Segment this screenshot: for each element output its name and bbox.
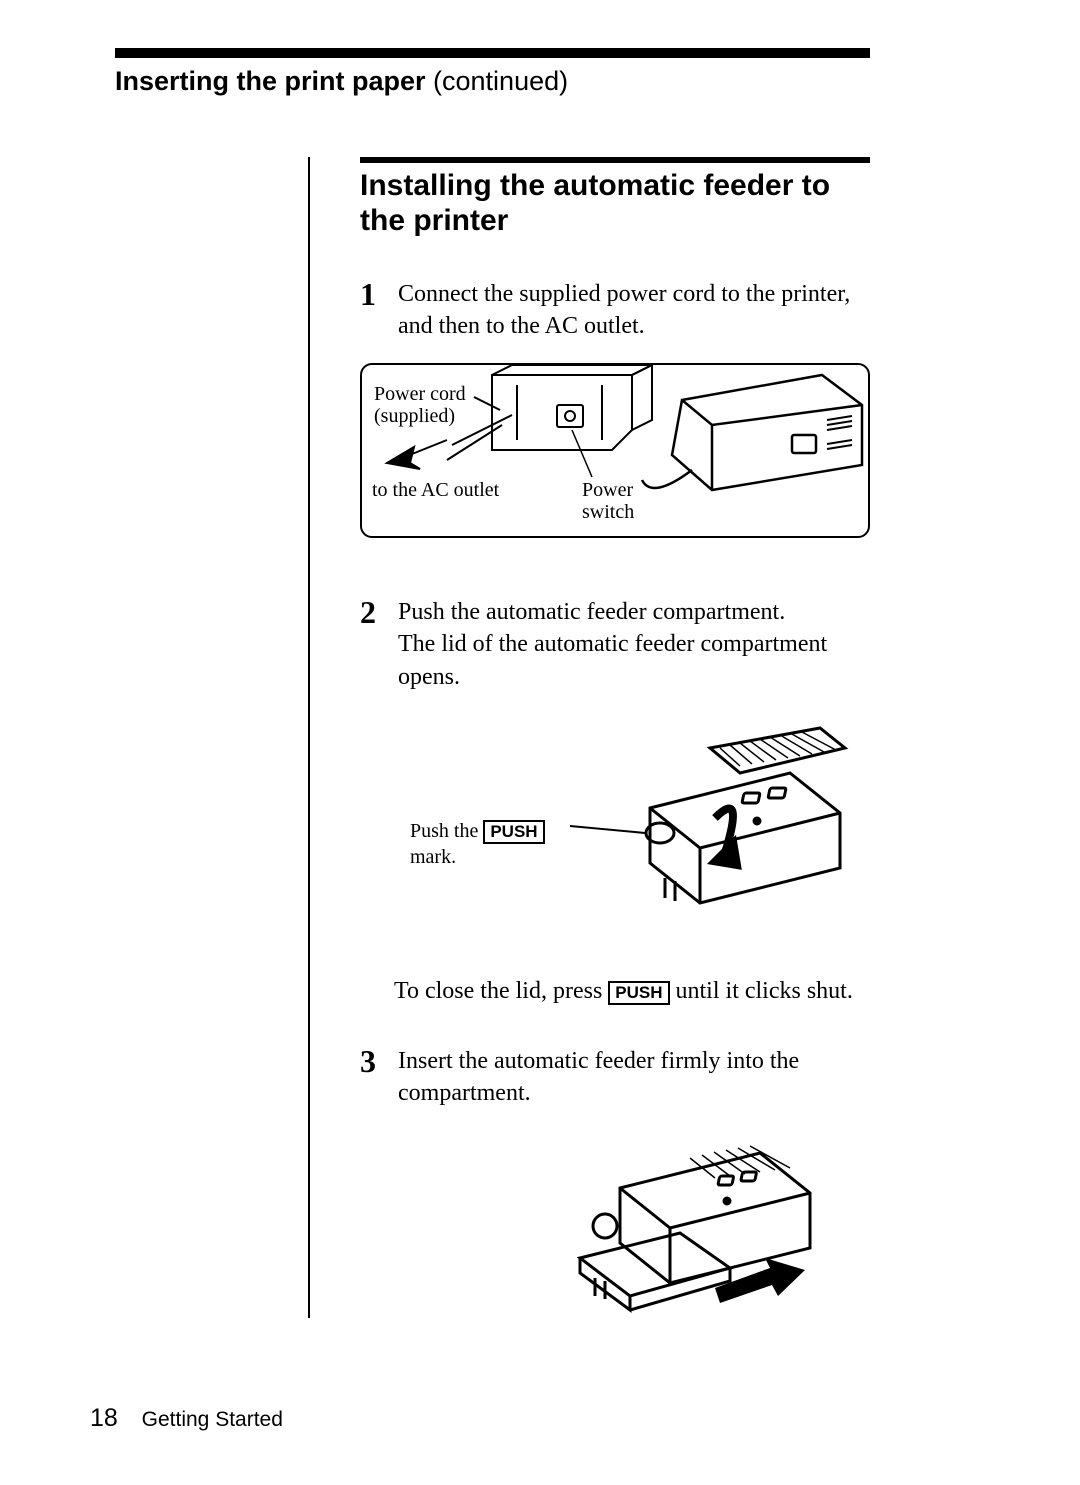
push-label-box: PUSH <box>608 981 669 1005</box>
two-column-layout: Installing the automatic feeder to the p… <box>115 157 870 1318</box>
close-lid-text: To close the lid, press PUSH until it cl… <box>394 978 870 1005</box>
step-2-line-1: Push the automatic feeder compartment. <box>398 596 870 628</box>
section-rule <box>360 157 870 163</box>
caption-line2: mark. <box>410 846 456 868</box>
step-2-line-2: The lid of the automatic feeder compartm… <box>398 628 870 693</box>
step-text: Connect the supplied power cord to the p… <box>398 278 870 343</box>
step-text: Insert the automatic feeder firmly into … <box>398 1045 870 1110</box>
figure-2-container: Push the PUSH mark. <box>360 718 870 948</box>
page-footer: 18 Getting Started <box>90 1404 283 1433</box>
figure-1-diagram: Power cord (supplied) to the AC outlet P… <box>360 363 870 538</box>
close-pre: To close the lid, press <box>394 978 608 1004</box>
running-header: Inserting the print paper (continued) <box>115 66 870 97</box>
header-title-bold: Inserting the print paper <box>115 66 426 96</box>
section-title: Installing the automatic feeder to the p… <box>360 169 870 238</box>
figure-3-container <box>360 1128 870 1318</box>
header-title-suffix: (continued) <box>426 66 569 96</box>
step-number: 2 <box>360 596 382 693</box>
step-2: 2 Push the automatic feeder compartment.… <box>360 596 870 693</box>
figure-2-caption: Push the PUSH mark. <box>410 818 545 870</box>
footer-section: Getting Started <box>142 1408 283 1431</box>
step-number: 3 <box>360 1045 382 1110</box>
step-1: 1 Connect the supplied power cord to the… <box>360 278 870 343</box>
caption-pre: Push the <box>410 820 483 842</box>
page-number: 18 <box>90 1404 118 1432</box>
step-3: 3 Insert the automatic feeder firmly int… <box>360 1045 870 1110</box>
step-number: 1 <box>360 278 382 343</box>
close-post: until it clicks shut. <box>670 978 853 1004</box>
figure-3-svg <box>360 1128 870 1318</box>
push-label-box: PUSH <box>483 820 544 844</box>
left-margin-column <box>115 157 310 1318</box>
page-content: Inserting the print paper (continued) In… <box>115 48 870 1318</box>
header-rule <box>115 48 870 58</box>
figure-1-svg <box>362 365 870 538</box>
step-text: Push the automatic feeder compartment. T… <box>398 596 870 693</box>
main-column: Installing the automatic feeder to the p… <box>310 157 870 1318</box>
